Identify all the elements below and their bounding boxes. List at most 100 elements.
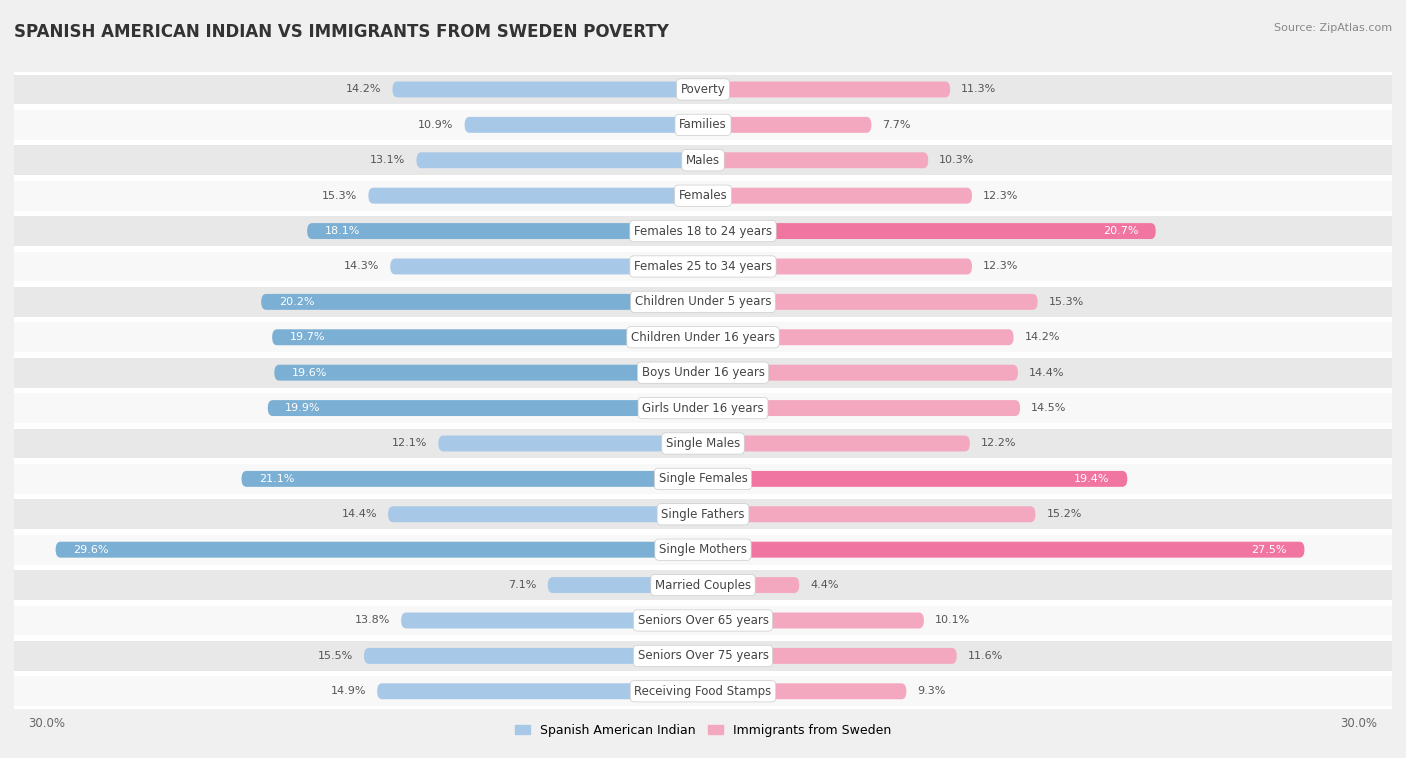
Bar [3,107,1403,143]
Bar [14,216,1392,246]
Text: 11.3%: 11.3% [962,84,997,95]
Bar [3,461,1403,496]
FancyBboxPatch shape [703,223,1156,239]
FancyBboxPatch shape [703,82,950,98]
FancyBboxPatch shape [242,471,703,487]
Text: Families: Families [679,118,727,131]
Text: Seniors Over 65 years: Seniors Over 65 years [637,614,769,627]
Text: 14.3%: 14.3% [344,262,380,271]
Text: Girls Under 16 years: Girls Under 16 years [643,402,763,415]
FancyBboxPatch shape [262,294,703,310]
Bar [14,570,1392,600]
FancyBboxPatch shape [416,152,703,168]
Text: Males: Males [686,154,720,167]
Text: 12.3%: 12.3% [983,262,1018,271]
Text: Females 18 to 24 years: Females 18 to 24 years [634,224,772,237]
Bar [3,72,1403,107]
FancyBboxPatch shape [703,436,970,452]
Text: 15.5%: 15.5% [318,651,353,661]
Text: 14.9%: 14.9% [330,686,366,697]
Text: 14.4%: 14.4% [1029,368,1064,377]
Text: Children Under 16 years: Children Under 16 years [631,330,775,344]
Text: 20.2%: 20.2% [278,297,314,307]
Text: 10.3%: 10.3% [939,155,974,165]
Bar [3,143,1403,178]
FancyBboxPatch shape [368,188,703,204]
Text: 13.1%: 13.1% [370,155,405,165]
Text: 14.5%: 14.5% [1031,403,1066,413]
FancyBboxPatch shape [703,152,928,168]
Text: 14.2%: 14.2% [1025,332,1060,343]
Bar [14,464,1392,493]
Text: 15.3%: 15.3% [1049,297,1084,307]
Text: Receiving Food Stamps: Receiving Food Stamps [634,684,772,698]
FancyBboxPatch shape [703,117,872,133]
Text: SPANISH AMERICAN INDIAN VS IMMIGRANTS FROM SWEDEN POVERTY: SPANISH AMERICAN INDIAN VS IMMIGRANTS FR… [14,23,669,41]
Bar [3,674,1403,709]
Text: 19.9%: 19.9% [285,403,321,413]
FancyBboxPatch shape [377,683,703,699]
Text: Females 25 to 34 years: Females 25 to 34 years [634,260,772,273]
FancyBboxPatch shape [703,577,799,593]
FancyBboxPatch shape [703,188,972,204]
Text: Single Females: Single Females [658,472,748,485]
FancyBboxPatch shape [401,612,703,628]
Text: 19.6%: 19.6% [292,368,328,377]
Text: 4.4%: 4.4% [810,580,838,590]
Bar [3,390,1403,426]
FancyBboxPatch shape [273,329,703,345]
FancyBboxPatch shape [703,400,1021,416]
Bar [3,426,1403,461]
FancyBboxPatch shape [391,258,703,274]
Bar [3,603,1403,638]
Bar [3,178,1403,213]
Text: 15.2%: 15.2% [1046,509,1081,519]
Bar [14,676,1392,706]
FancyBboxPatch shape [703,506,1035,522]
Bar [3,496,1403,532]
Text: 19.4%: 19.4% [1074,474,1109,484]
Bar [14,181,1392,211]
FancyBboxPatch shape [548,577,703,593]
FancyBboxPatch shape [703,683,907,699]
Text: Single Males: Single Males [666,437,740,450]
Text: 12.2%: 12.2% [981,438,1017,449]
FancyBboxPatch shape [439,436,703,452]
Bar [3,568,1403,603]
Bar [14,110,1392,139]
FancyBboxPatch shape [703,612,924,628]
Text: Poverty: Poverty [681,83,725,96]
Bar [14,322,1392,352]
FancyBboxPatch shape [388,506,703,522]
Text: Seniors Over 75 years: Seniors Over 75 years [637,650,769,662]
Text: 9.3%: 9.3% [917,686,946,697]
FancyBboxPatch shape [464,117,703,133]
Bar [14,535,1392,565]
Text: 29.6%: 29.6% [73,545,108,555]
Text: 14.4%: 14.4% [342,509,377,519]
Text: 10.1%: 10.1% [935,615,970,625]
FancyBboxPatch shape [703,365,1018,381]
Bar [14,358,1392,387]
FancyBboxPatch shape [703,648,956,664]
Bar [3,213,1403,249]
Bar [14,252,1392,281]
Bar [3,249,1403,284]
Text: Single Fathers: Single Fathers [661,508,745,521]
Text: 20.7%: 20.7% [1102,226,1139,236]
FancyBboxPatch shape [274,365,703,381]
Text: Married Couples: Married Couples [655,578,751,591]
Text: 11.6%: 11.6% [967,651,1002,661]
Text: Females: Females [679,190,727,202]
FancyBboxPatch shape [703,258,972,274]
FancyBboxPatch shape [703,329,1014,345]
Bar [14,287,1392,317]
Bar [14,428,1392,459]
FancyBboxPatch shape [703,471,1128,487]
Bar [14,393,1392,423]
Bar [3,320,1403,355]
FancyBboxPatch shape [267,400,703,416]
FancyBboxPatch shape [392,82,703,98]
Text: 27.5%: 27.5% [1251,545,1286,555]
Text: 15.3%: 15.3% [322,191,357,201]
